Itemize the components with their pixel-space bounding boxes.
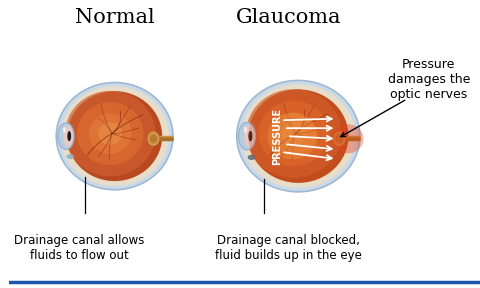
Ellipse shape [67, 91, 162, 181]
Ellipse shape [246, 89, 341, 178]
Ellipse shape [248, 155, 255, 160]
Ellipse shape [336, 134, 343, 143]
Ellipse shape [239, 122, 255, 150]
Ellipse shape [333, 131, 346, 146]
Ellipse shape [147, 132, 159, 146]
Ellipse shape [332, 124, 363, 154]
Text: Pressure
damages the
optic nerves: Pressure damages the optic nerves [388, 58, 470, 101]
Ellipse shape [281, 122, 306, 145]
Text: Drainage canal blocked,
fluid builds up in the eye: Drainage canal blocked, fluid builds up … [215, 234, 362, 262]
Ellipse shape [60, 86, 169, 186]
Ellipse shape [98, 122, 122, 145]
Ellipse shape [89, 113, 132, 154]
Ellipse shape [244, 127, 247, 133]
Ellipse shape [63, 125, 73, 147]
Ellipse shape [334, 133, 345, 145]
Ellipse shape [63, 127, 66, 133]
Ellipse shape [77, 102, 144, 165]
Text: Normal: Normal [75, 8, 155, 27]
Ellipse shape [149, 133, 158, 144]
Text: PRESSURE: PRESSURE [272, 108, 282, 165]
Text: Glaucoma: Glaucoma [236, 8, 341, 27]
Ellipse shape [67, 131, 71, 141]
Ellipse shape [67, 154, 74, 159]
Ellipse shape [56, 83, 173, 190]
Ellipse shape [244, 125, 254, 147]
Ellipse shape [267, 113, 318, 160]
Text: Drainage canal allows
fluids to flow out: Drainage canal allows fluids to flow out [14, 234, 144, 262]
Ellipse shape [259, 101, 329, 166]
Ellipse shape [248, 90, 348, 183]
Ellipse shape [241, 84, 356, 188]
Ellipse shape [248, 90, 348, 183]
Ellipse shape [237, 80, 360, 192]
Ellipse shape [58, 123, 74, 149]
Ellipse shape [249, 131, 252, 141]
Ellipse shape [150, 134, 157, 143]
Ellipse shape [271, 113, 316, 154]
Ellipse shape [65, 91, 156, 176]
